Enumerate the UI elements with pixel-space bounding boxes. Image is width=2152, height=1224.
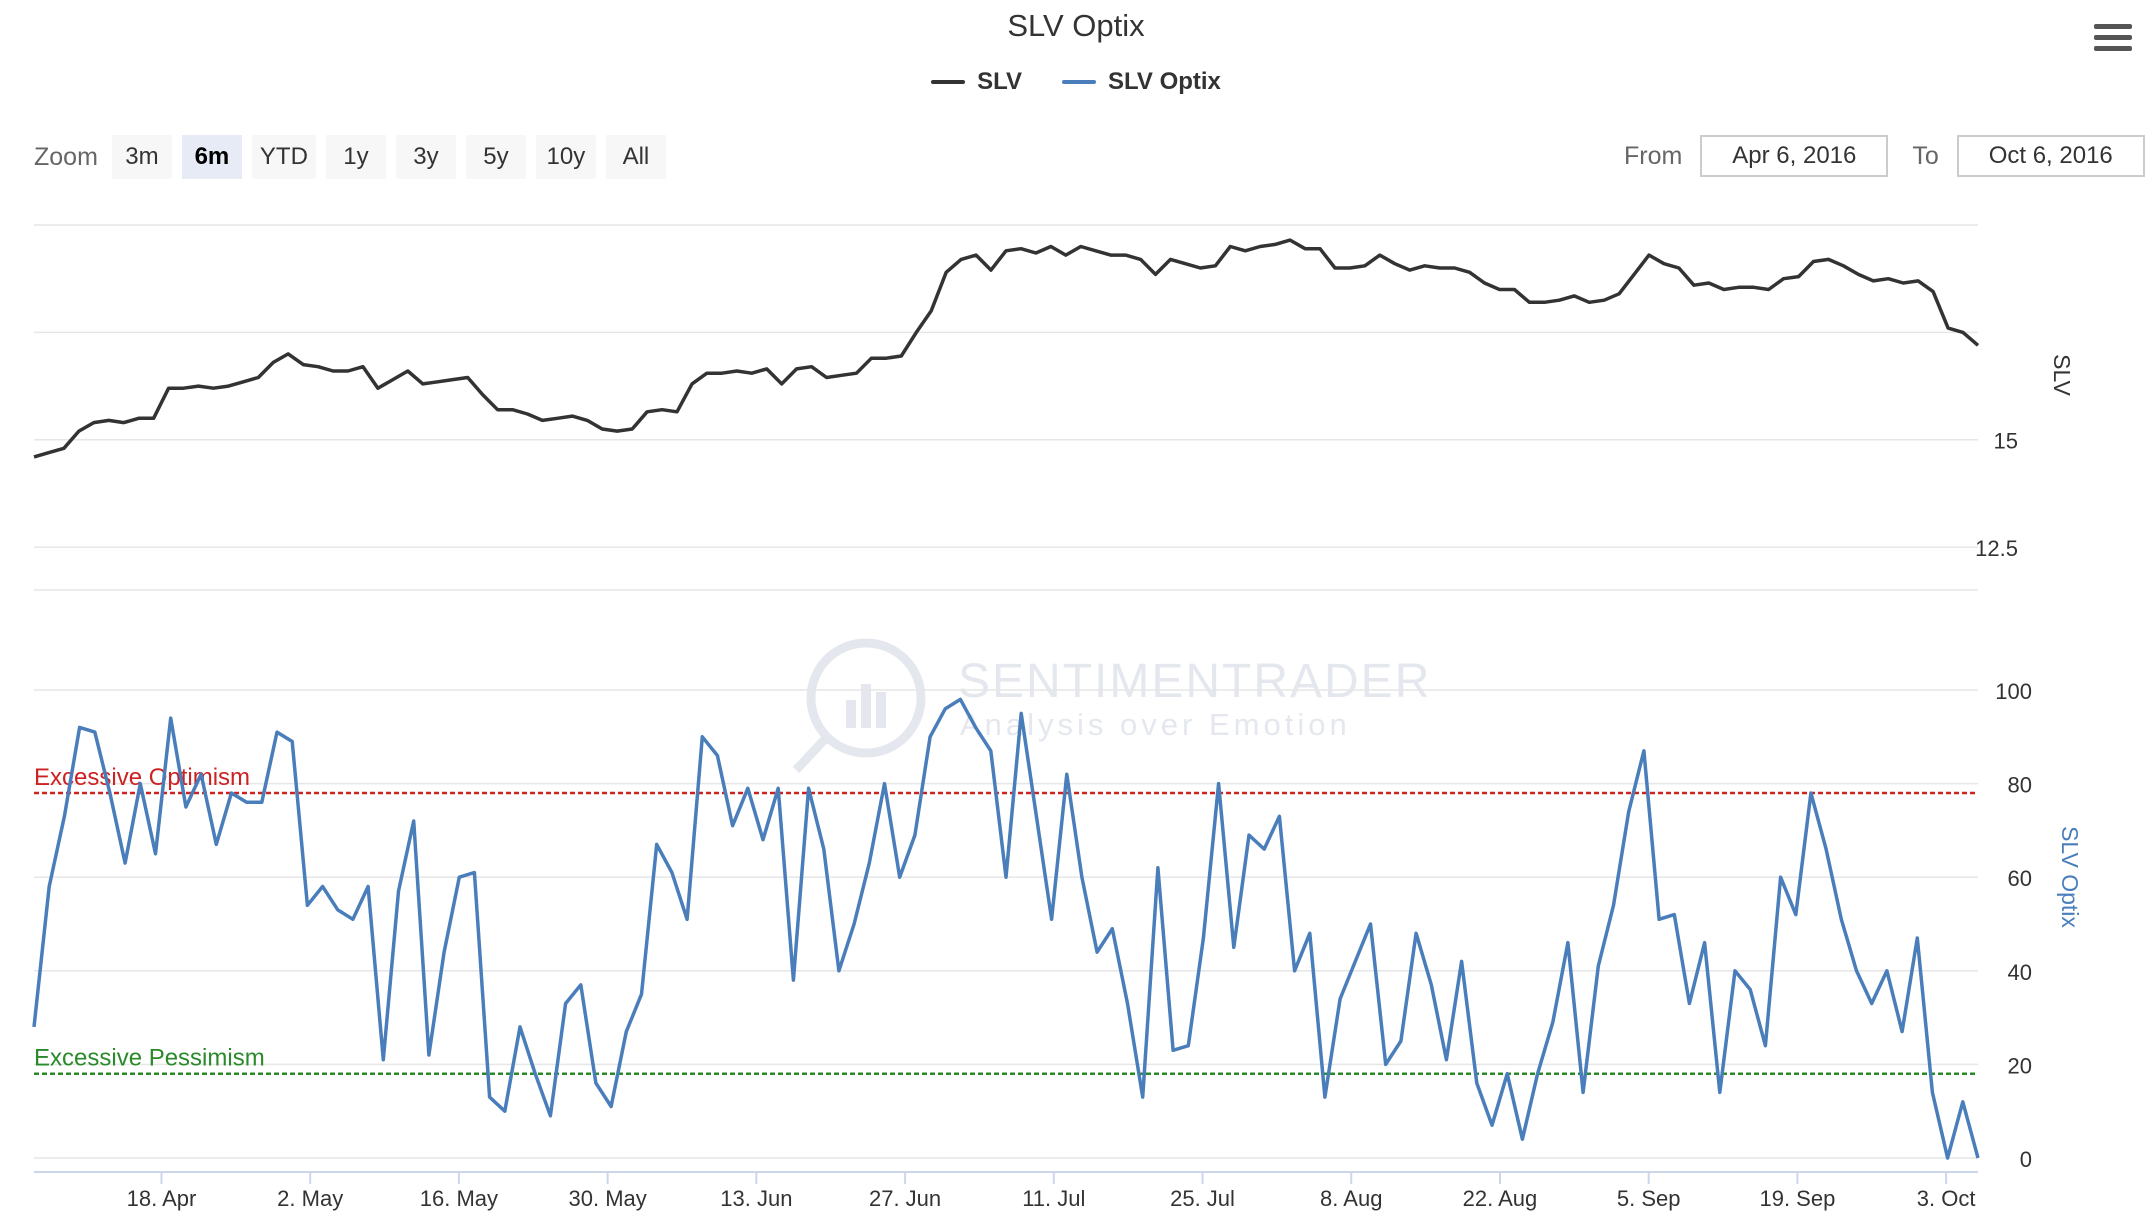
from-date-input[interactable]: Apr 6, 2016 [1700,135,1889,177]
x-tick-label: 30. May [569,1186,647,1211]
y-tick-label-optix: 60 [2008,866,2032,891]
legend-swatch-slv [931,80,966,84]
x-axis: 18. Apr 2. May 16. May 30. May 13. Jun 27. Ju… [34,1171,1978,1211]
series-line-slv-optix [32,697,1980,1160]
zoom-3y-button[interactable]: 3y [395,135,456,179]
y-axes: 12.5 15 SLV 0 20 40 60 80 100 SLV Optix [1975,354,2083,1172]
watermark-bars-icon [846,684,886,728]
x-tick-label: 2. May [277,1186,343,1211]
to-date-input[interactable]: Oct 6, 2016 [1956,135,2145,177]
legend: SLV SLV Optix [0,68,2152,96]
zoom-ytd-button[interactable]: YTD [251,135,316,179]
x-tick-label: 3. Oct [1917,1186,1976,1211]
series-lines [32,238,1980,1160]
y-axis-title-optix: SLV Optix [2057,826,2083,928]
y-tick-label-optix: 40 [2008,960,2032,985]
zoom-6m-button[interactable]: 6m [181,135,242,179]
to-label: To [1912,141,1939,170]
x-tick-label: 27. Jun [869,1186,941,1211]
x-tick-label: 13. Jun [720,1186,792,1211]
x-tick-label: 25. Jul [1170,1186,1235,1211]
y-tick-label-optix: 0 [2020,1147,2032,1172]
legend-swatch-slv-optix [1062,80,1096,84]
zoom-5y-button[interactable]: 5y [465,135,526,179]
chart-title: SLV Optix [1007,8,1145,43]
series-line-slv [33,238,1980,459]
legend-item-slv[interactable]: SLV [931,68,1022,96]
zoom-bar: Zoom 3m 6m YTD 1y 3y 5y 10y All [34,135,666,179]
y-tick-label-optix: 100 [1995,679,2032,704]
x-tick-label: 8. Aug [1320,1186,1382,1211]
x-tick-label: 5. Sep [1617,1186,1681,1211]
x-tick-label: 19. Sep [1759,1186,1835,1211]
x-tick-label: 22. Aug [1463,1186,1538,1211]
watermark: SENTIMENTRADER Analysis over Emotion [792,638,1431,774]
y-tick-label-optix: 20 [2008,1053,2032,1078]
legend-item-slv-optix[interactable]: SLV Optix [1062,68,1221,96]
zoom-3m-button[interactable]: 3m [111,135,172,179]
range-selector: From Apr 6, 2016 To Oct 6, 2016 [1624,135,2145,177]
hamburger-menu-icon[interactable] [2094,24,2132,58]
reference-label-1: Excessive Pessimism [34,1045,265,1072]
x-tick-label: 18. Apr [127,1186,197,1211]
zoom-10y-button[interactable]: 10y [535,135,596,179]
x-tick-label: 16. May [420,1186,498,1211]
zoom-label: Zoom [34,142,98,171]
zoom-1y-button[interactable]: 1y [325,135,386,179]
from-label: From [1624,141,1683,170]
y-tick-label-slv: 15 [1994,429,2018,454]
watermark-title: SENTIMENTRADER [958,655,1431,708]
y-axis-title-slv: SLV [2049,354,2075,396]
legend-label-slv-optix: SLV Optix [1108,68,1221,95]
y-tick-label-optix: 80 [2008,773,2032,798]
x-tick-label: 11. Jul [1022,1186,1085,1211]
legend-label-slv: SLV [977,68,1022,95]
watermark-logo-icon [792,638,926,774]
zoom-all-button[interactable]: All [605,135,666,179]
y-tick-label-slv: 12.5 [1975,536,2018,561]
